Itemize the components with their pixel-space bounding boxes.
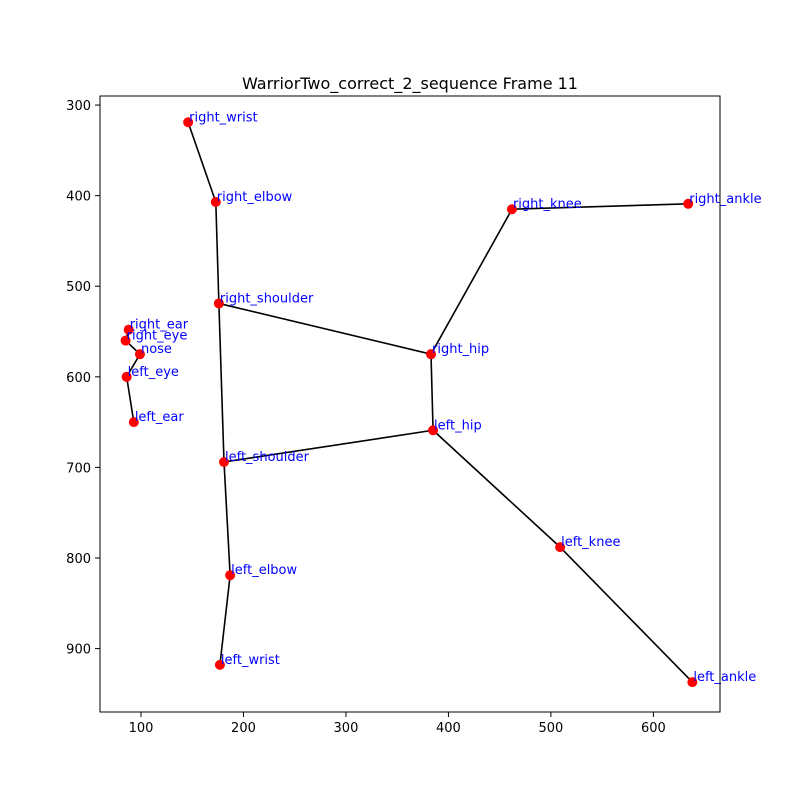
y-tick-label: 500 [66,280,91,295]
bone-line-right_wrist-right_elbow [187,122,217,203]
label-right_elbow: right_elbow [217,190,293,205]
label-left_ear: left_ear [135,410,185,425]
label-left_eye: left_eye [128,365,179,380]
keypoint-nose [134,349,145,360]
keypoint-right_ankle [683,198,694,209]
label-right_ear: right_ear [130,318,189,333]
keypoint-right_hip [426,349,437,360]
bone-line-left_elbow-left_wrist [219,575,231,665]
y-tick-label: 300 [66,99,91,114]
keypoint-left_ear [128,417,139,428]
y-tick-label: 800 [66,552,91,567]
keypoints [120,117,698,688]
label-right_knee: right_knee [513,197,582,212]
keypoint-left_shoulder [219,456,229,467]
label-right_wrist: right_wrist [189,110,258,125]
keypoint-right_shoulder [213,298,224,309]
keypoint-right_eye [120,335,131,346]
label-right_hip: right_hip [432,342,489,357]
label-right_shoulder: right_shoulder [220,291,314,306]
keypoint-right_knee [506,204,517,215]
bone-line-right_shoulder-left_shoulder [218,303,225,463]
bone-line-left_shoulder-left_hip [223,429,434,463]
chart-title: WarriorTwo_correct_2_sequence Frame 11 [242,74,578,94]
bone-line-left_knee-left_ankle [559,546,693,683]
bone-line-right_hip-right_knee [430,208,513,355]
bone-line-right_shoulder-right_hip [218,302,432,355]
bone-line-right_elbow-right_shoulder [215,201,220,304]
axis-ticks: 100 200 300 400 500 600 300 400 500 600 700 800 900 [66,99,666,736]
label-left_shoulder: left_shoulder [225,450,310,465]
bone-line-right_hip-left_hip [430,354,434,431]
keypoint-left_eye [121,371,132,382]
x-tick-label: 400 [436,721,461,736]
keypoint-left_knee [555,542,566,553]
axes-frame [99,95,721,713]
x-tick-label: 100 [129,721,154,736]
x-tick-label: 500 [538,721,563,736]
keypoint-left_hip [428,425,439,436]
label-left_ankle: left_ankle [693,670,756,685]
keypoint-right_ear [123,324,134,335]
keypoint-right_elbow [210,196,221,207]
x-tick-label: 200 [231,721,256,736]
keypoint-right_wrist [183,117,194,128]
x-tick-label: 300 [334,721,359,736]
label-right_ankle: right_ankle [689,192,761,207]
y-tick-label: 400 [66,190,91,205]
label-left_wrist: left_wrist [221,653,280,668]
keypoint-left_elbow [225,570,236,581]
bone-line-left_eye-left_ear [125,376,135,423]
label-left_elbow: left_elbow [231,563,297,578]
bone-line-left_hip-left_knee [432,429,561,548]
y-tick-label: 700 [66,461,91,476]
keypoint-left_ankle [687,677,698,688]
label-left_hip: left_hip [434,418,482,433]
label-nose: nose [141,342,172,357]
y-tick-label: 600 [66,371,91,386]
bone-line-left_shoulder-left_elbow [223,461,231,576]
x-tick-label: 600 [641,721,666,736]
keypoint-left_wrist [214,659,225,670]
label-right_eye: right_eye [127,329,188,344]
label-left_knee: left_knee [561,535,620,550]
bone-line-right_knee-right_ankle [511,203,689,211]
y-tick-label: 900 [66,643,91,658]
